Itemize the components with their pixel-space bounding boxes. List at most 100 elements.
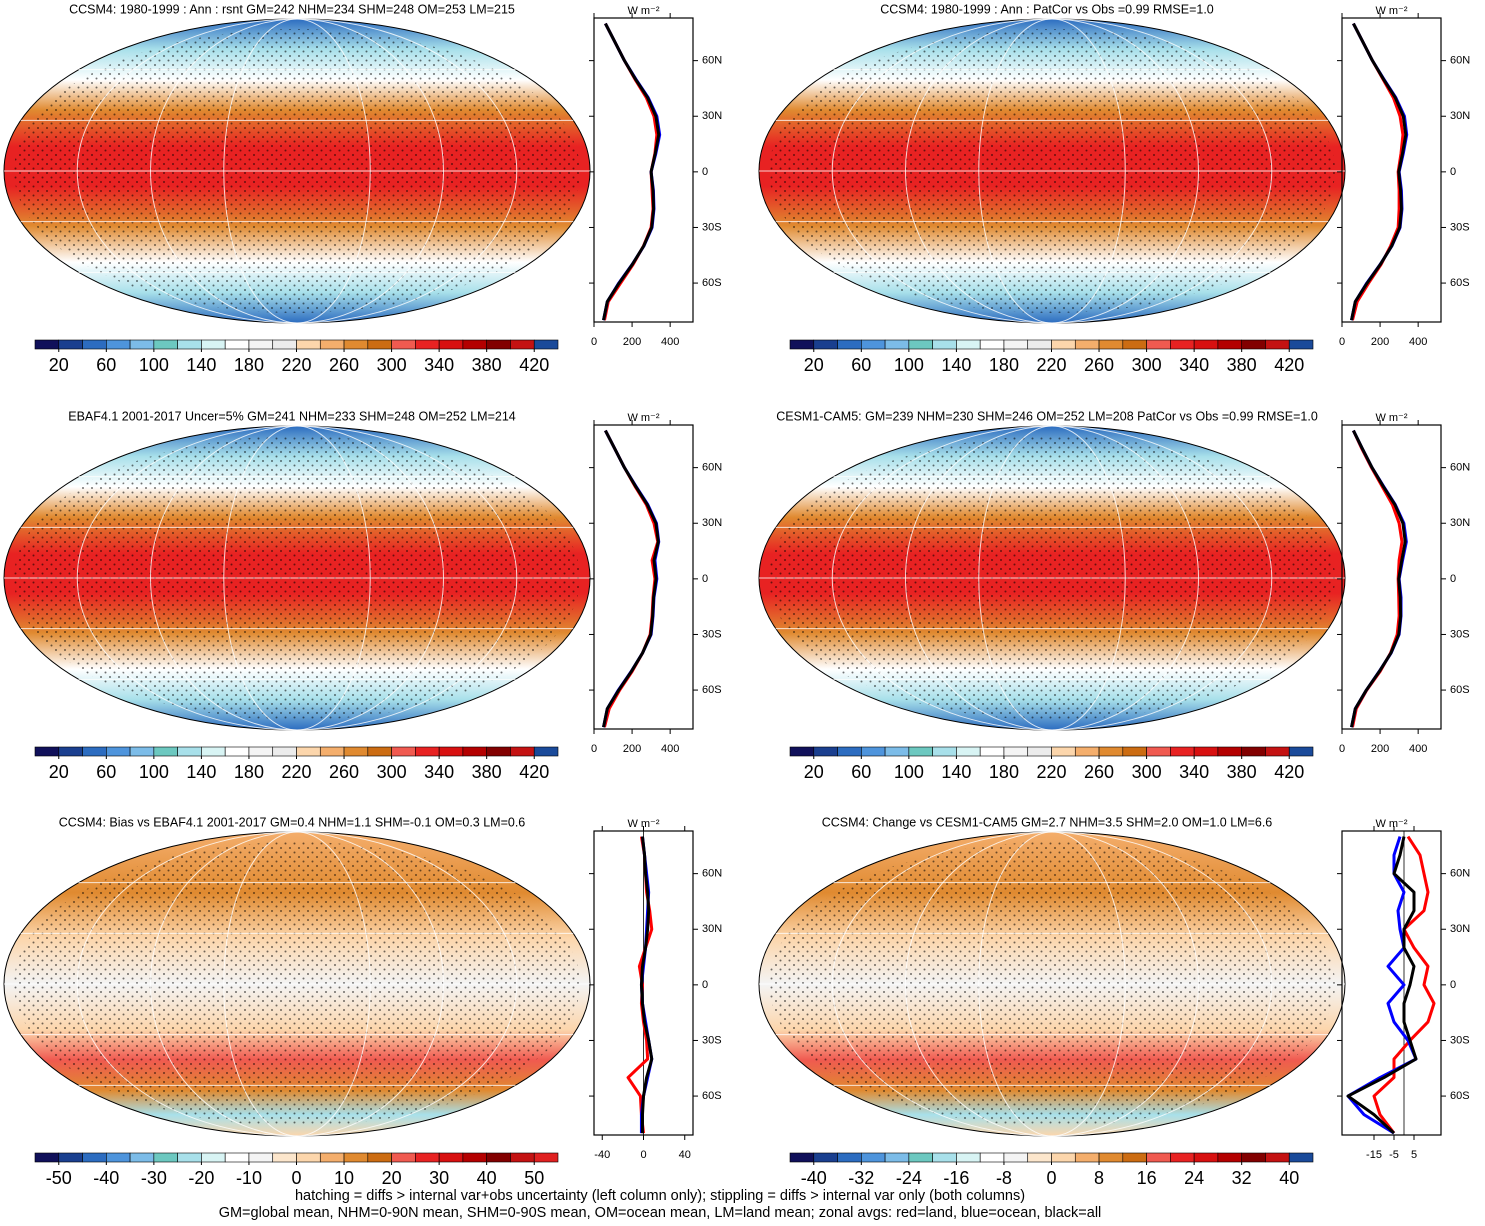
colorbar-box bbox=[106, 1152, 131, 1163]
colorbar-box bbox=[956, 746, 981, 757]
colorbar-label: 220 bbox=[1036, 355, 1066, 375]
zonal-line bbox=[1350, 429, 1407, 728]
colorbar-box bbox=[415, 746, 440, 757]
colorbar-label: 0 bbox=[291, 1168, 301, 1188]
colorbar-box bbox=[1265, 339, 1290, 350]
y-tick-label: 30S bbox=[1450, 628, 1470, 640]
y-tick-label: 0 bbox=[1450, 166, 1456, 178]
zonal-frame bbox=[1341, 830, 1442, 1136]
colorbar-box bbox=[391, 1152, 416, 1163]
colorbar-box bbox=[319, 339, 345, 350]
colorbar-box bbox=[1074, 1152, 1100, 1163]
zonal-frame bbox=[593, 424, 694, 730]
colorbar-box bbox=[177, 746, 202, 757]
colorbar-box bbox=[34, 1152, 60, 1163]
x-tick-label: 0 bbox=[1339, 743, 1345, 755]
x-tick-label: 0 bbox=[1339, 336, 1345, 348]
colorbar-box bbox=[296, 746, 321, 757]
zonal-frame bbox=[593, 17, 694, 323]
footnote: GM=global mean, NHM=0-90N mean, SHM=0-90… bbox=[219, 1205, 1102, 1221]
colorbar-box bbox=[106, 339, 131, 350]
y-tick-label: 30N bbox=[702, 110, 722, 122]
colorbar-label: 420 bbox=[1274, 762, 1304, 782]
colorbar-box bbox=[1217, 746, 1242, 757]
colorbar-label: 140 bbox=[186, 355, 216, 375]
colorbar-box bbox=[1265, 746, 1290, 757]
colorbar-box bbox=[813, 339, 838, 350]
colorbar-box bbox=[367, 339, 392, 350]
x-tick-label: 200 bbox=[1371, 743, 1389, 755]
colorbar-label: 16 bbox=[1137, 1168, 1157, 1188]
colorbar-label: 260 bbox=[1084, 762, 1114, 782]
colorbar-label: 260 bbox=[329, 762, 359, 782]
zonal-line bbox=[1372, 835, 1436, 1135]
colorbar-box bbox=[177, 339, 202, 350]
y-tick-label: 0 bbox=[702, 573, 708, 585]
colorbar-box bbox=[248, 746, 274, 757]
zonal-unit: W m⁻² bbox=[627, 5, 659, 17]
colorbar-box bbox=[1193, 339, 1219, 350]
colorbar-box bbox=[343, 746, 369, 757]
colorbar-box bbox=[533, 746, 559, 757]
y-tick-label: 30N bbox=[702, 923, 722, 935]
colorbar-box bbox=[201, 339, 226, 350]
colorbar-label: 32 bbox=[1232, 1168, 1252, 1188]
x-tick-label: 0 bbox=[591, 743, 597, 755]
colorbar-box bbox=[58, 746, 83, 757]
colorbar-box bbox=[861, 1152, 886, 1163]
colorbar-box bbox=[979, 746, 1005, 757]
colorbar-box bbox=[1288, 1152, 1314, 1163]
panel-title: CCSM4: Bias vs EBAF4.1 2001-2017 GM=0.4 … bbox=[59, 815, 526, 829]
colorbar-box bbox=[837, 339, 862, 350]
colorbar-label: -10 bbox=[236, 1168, 262, 1188]
colorbar-box bbox=[438, 746, 464, 757]
x-tick-label: 5 bbox=[1411, 1149, 1417, 1161]
colorbar-box bbox=[224, 339, 250, 350]
colorbar-box bbox=[979, 1152, 1005, 1163]
colorbar-box bbox=[201, 746, 226, 757]
colorbar-box bbox=[789, 746, 815, 757]
colorbar-label: 180 bbox=[989, 355, 1019, 375]
colorbar-box bbox=[391, 339, 416, 350]
y-tick-label: 60N bbox=[702, 868, 722, 880]
colorbar-box bbox=[224, 746, 250, 757]
x-tick-label: 400 bbox=[1409, 336, 1427, 348]
colorbar-label: 20 bbox=[49, 355, 69, 375]
colorbar-box bbox=[884, 746, 910, 757]
colorbar-box bbox=[1051, 746, 1076, 757]
colorbar-label: 260 bbox=[329, 355, 359, 375]
y-tick-label: 60S bbox=[1450, 684, 1470, 696]
colorbar-box bbox=[908, 1152, 933, 1163]
colorbar-label: -50 bbox=[46, 1168, 72, 1188]
x-tick-label: 0 bbox=[640, 1149, 646, 1161]
zonal-line bbox=[1350, 22, 1408, 321]
colorbar-label: 340 bbox=[1179, 762, 1209, 782]
colorbar-box bbox=[510, 1152, 535, 1163]
colorbar-label: 20 bbox=[382, 1168, 402, 1188]
colorbar-box bbox=[34, 746, 60, 757]
y-tick-label: 0 bbox=[1450, 573, 1456, 585]
colorbar-box bbox=[153, 339, 178, 350]
colorbar-label: 8 bbox=[1094, 1168, 1104, 1188]
y-tick-label: 30N bbox=[1450, 923, 1470, 935]
colorbar-box bbox=[415, 1152, 440, 1163]
colorbar-box bbox=[533, 1152, 559, 1163]
map-meridian bbox=[76, 831, 518, 1137]
colorbar-box bbox=[296, 339, 321, 350]
colorbar-box bbox=[58, 339, 83, 350]
colorbar-box bbox=[861, 339, 886, 350]
colorbar-box bbox=[106, 746, 131, 757]
y-tick-label: 30N bbox=[702, 517, 722, 529]
colorbar-box bbox=[1074, 746, 1100, 757]
colorbar-box bbox=[861, 746, 886, 757]
colorbar-box bbox=[153, 746, 178, 757]
colorbar-label: 60 bbox=[96, 762, 116, 782]
colorbar-box bbox=[1122, 339, 1147, 350]
colorbar-label: 60 bbox=[851, 762, 871, 782]
y-tick-label: 60S bbox=[702, 1090, 722, 1102]
colorbar-box bbox=[177, 1152, 202, 1163]
colorbar-box bbox=[58, 1152, 83, 1163]
y-tick-label: 60N bbox=[1450, 55, 1470, 67]
colorbar-label: 380 bbox=[472, 762, 502, 782]
colorbar-box bbox=[1003, 1152, 1029, 1163]
